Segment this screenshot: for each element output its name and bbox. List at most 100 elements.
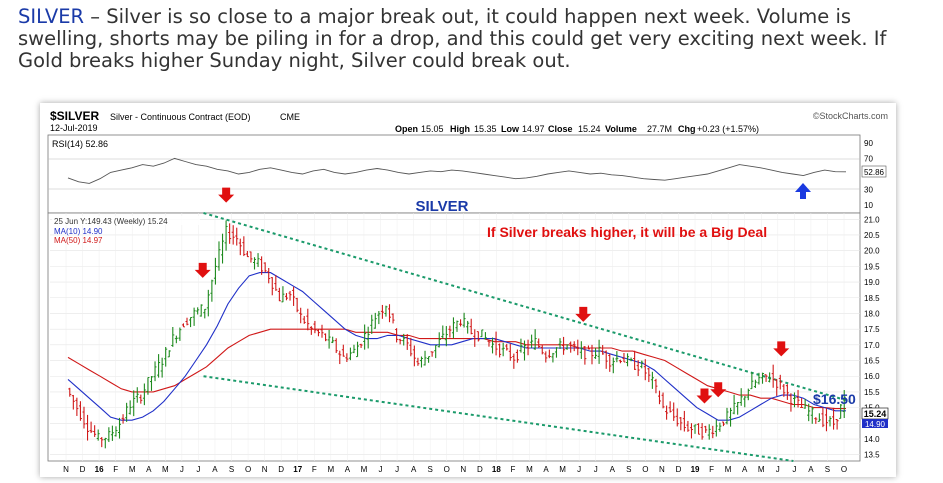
ma10-line — [67, 272, 846, 421]
panel-title: SILVER — [415, 198, 468, 215]
x-tick-label: D — [278, 465, 284, 474]
red-arrow-down-icon — [575, 306, 592, 322]
article-text: – Silver is so close to a major break ou… — [18, 5, 887, 72]
x-tick-label: O — [245, 465, 251, 474]
x-tick-label: J — [792, 465, 796, 474]
red-arrow-down-icon — [194, 262, 211, 278]
price-tick-label: 18.5 — [864, 294, 880, 303]
price-callout: $16.50 — [813, 391, 856, 407]
high-value: 15.35 — [474, 124, 497, 134]
x-tick-label: A — [345, 465, 351, 474]
x-tick-label: M — [129, 465, 136, 474]
price-tick-label: 16.5 — [864, 357, 880, 366]
chart-source: ©StockCharts.com — [813, 111, 888, 121]
price-panel-frame — [47, 212, 861, 462]
x-tick-label: M — [758, 465, 765, 474]
low-value: 14.97 — [522, 124, 545, 134]
x-tick-label: 18 — [492, 465, 501, 474]
rsi-tick-label: 30 — [864, 186, 873, 195]
close-label: Close — [548, 124, 573, 134]
red-arrow-down-icon — [696, 388, 713, 404]
x-tick-label: 16 — [95, 465, 104, 474]
legend-weekly-bg — [52, 216, 200, 225]
x-tick-label: F — [510, 465, 515, 474]
price-tick-label: 17.5 — [864, 325, 880, 334]
rsi-current-value: 52.86 — [864, 168, 885, 177]
price-tick-label: 16.0 — [864, 372, 880, 381]
chg-label: Chg — [678, 124, 696, 134]
x-axis-labels: N D 16 F M A M J J A S O N D 17 F M A M J J A S O N D 18 F M A M J J A S O N… — [63, 465, 847, 474]
x-tick-label: S — [427, 465, 432, 474]
trendlines — [203, 212, 851, 462]
x-tick-label: N — [460, 465, 466, 474]
price-tick-label: 18.0 — [864, 309, 880, 318]
x-tick-label: J — [577, 465, 581, 474]
red-arrow-down-icon — [218, 187, 235, 203]
legend-ma10: MA(10) 14.90 — [54, 227, 103, 236]
x-tick-label: D — [676, 465, 682, 474]
x-tick-label: A — [212, 465, 218, 474]
rsi-label: RSI(14) 52.86 — [52, 139, 108, 149]
price-tick-label: 14.0 — [864, 435, 880, 444]
x-tick-label: S — [229, 465, 234, 474]
x-tick-label: N — [262, 465, 268, 474]
chart-date: 12-Jul-2019 — [50, 123, 98, 133]
x-tick-label: J — [196, 465, 200, 474]
x-tick-label: F — [113, 465, 118, 474]
chart-svg: $SILVER Silver - Continuous Contract (EO… — [40, 103, 896, 477]
resistance-trendline — [203, 212, 851, 403]
x-tick-label: 19 — [691, 465, 700, 474]
price-tick-label: 15.5 — [864, 388, 880, 397]
ma-value-box — [862, 419, 888, 428]
price-tick-label: 19.0 — [864, 278, 880, 287]
price-tick-label: 20.5 — [864, 231, 880, 240]
last-close-value: 15.24 — [864, 409, 887, 419]
x-tick-label: A — [808, 465, 814, 474]
legend-weekly: 25 Jun Y:149.43 (Weekly) 15.24 — [54, 217, 168, 226]
chart-symbol: $SILVER — [50, 109, 99, 123]
arrow-markers — [194, 187, 790, 404]
x-tick-label: A — [742, 465, 748, 474]
price-tick-label: 13.5 — [864, 451, 880, 460]
x-tick-label: D — [80, 465, 86, 474]
low-label: Low — [501, 124, 520, 134]
stock-chart: $SILVER Silver - Continuous Contract (EO… — [40, 103, 896, 477]
x-tick-label: M — [559, 465, 566, 474]
volume-label: Volume — [605, 124, 637, 134]
x-tick-label: S — [825, 465, 830, 474]
price-tick-label: 17.0 — [864, 341, 880, 350]
open-label: Open — [395, 124, 418, 134]
annotation-text: If Silver breaks higher, it will be a Bi… — [487, 224, 767, 240]
rsi-tick-label: 70 — [864, 154, 873, 163]
rsi-tick-label: 90 — [864, 139, 873, 148]
x-tick-label: A — [610, 465, 616, 474]
x-tick-label: J — [594, 465, 598, 474]
x-tick-label: M — [361, 465, 368, 474]
volume-value: 27.7M — [647, 124, 672, 134]
ohlc-readout: Open 15.05 High 15.35 Low 14.97 Close 15… — [395, 124, 759, 134]
ticker-label[interactable]: SILVER — [18, 5, 85, 28]
chart-name: Silver - Continuous Contract (EOD) — [110, 112, 251, 122]
x-tick-label: A — [411, 465, 417, 474]
price-bars — [68, 220, 846, 449]
chart-exchange: CME — [280, 112, 300, 122]
price-tick-label: 21.0 — [864, 215, 880, 224]
blue-arrow-up-icon — [795, 183, 811, 199]
x-tick-label: M — [162, 465, 169, 474]
x-tick-label: O — [841, 465, 847, 474]
x-tick-label: O — [444, 465, 450, 474]
price-tick-label: 20.0 — [864, 247, 880, 256]
red-arrow-down-icon — [773, 341, 790, 357]
x-tick-label: 17 — [293, 465, 302, 474]
x-tick-label: A — [146, 465, 152, 474]
x-tick-label: F — [312, 465, 317, 474]
price-tick-label: 19.5 — [864, 262, 880, 271]
article-paragraph: SILVER – Silver is so close to a major b… — [18, 6, 933, 72]
red-arrow-down-icon — [710, 382, 727, 398]
x-tick-label: J — [379, 465, 383, 474]
x-tick-label: N — [63, 465, 69, 474]
high-label: High — [450, 124, 470, 134]
x-tick-label: F — [709, 465, 714, 474]
rsi-series-line — [67, 157, 847, 184]
rsi-current-box — [861, 165, 887, 178]
